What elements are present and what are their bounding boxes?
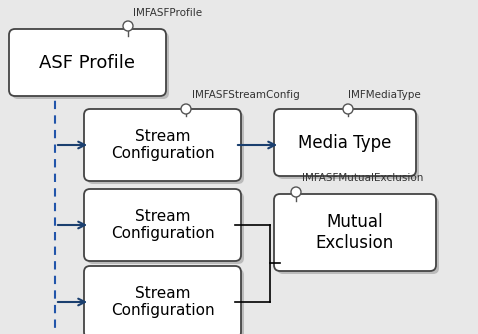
FancyBboxPatch shape [84, 189, 241, 261]
Text: Stream
Configuration: Stream Configuration [111, 286, 214, 318]
Circle shape [123, 21, 133, 31]
Text: IMFASFMutualExclusion: IMFASFMutualExclusion [302, 173, 424, 183]
FancyBboxPatch shape [277, 197, 439, 274]
Text: Stream
Configuration: Stream Configuration [111, 129, 214, 161]
Text: IMFASFStreamConfig: IMFASFStreamConfig [192, 90, 300, 100]
FancyBboxPatch shape [87, 269, 244, 334]
Circle shape [291, 187, 301, 197]
Text: Mutual
Exclusion: Mutual Exclusion [316, 213, 394, 252]
Circle shape [343, 104, 353, 114]
FancyBboxPatch shape [9, 29, 166, 96]
FancyBboxPatch shape [87, 112, 244, 184]
Circle shape [181, 104, 191, 114]
FancyBboxPatch shape [84, 109, 241, 181]
Text: Media Type: Media Type [298, 134, 391, 152]
FancyBboxPatch shape [277, 112, 419, 179]
Text: IMFMediaType: IMFMediaType [348, 90, 421, 100]
FancyBboxPatch shape [12, 32, 169, 99]
FancyBboxPatch shape [87, 192, 244, 264]
FancyBboxPatch shape [84, 266, 241, 334]
Text: IMFASFProfile: IMFASFProfile [133, 8, 202, 18]
FancyBboxPatch shape [274, 109, 416, 176]
Text: Stream
Configuration: Stream Configuration [111, 209, 214, 241]
Text: ASF Profile: ASF Profile [40, 53, 135, 71]
FancyBboxPatch shape [274, 194, 436, 271]
